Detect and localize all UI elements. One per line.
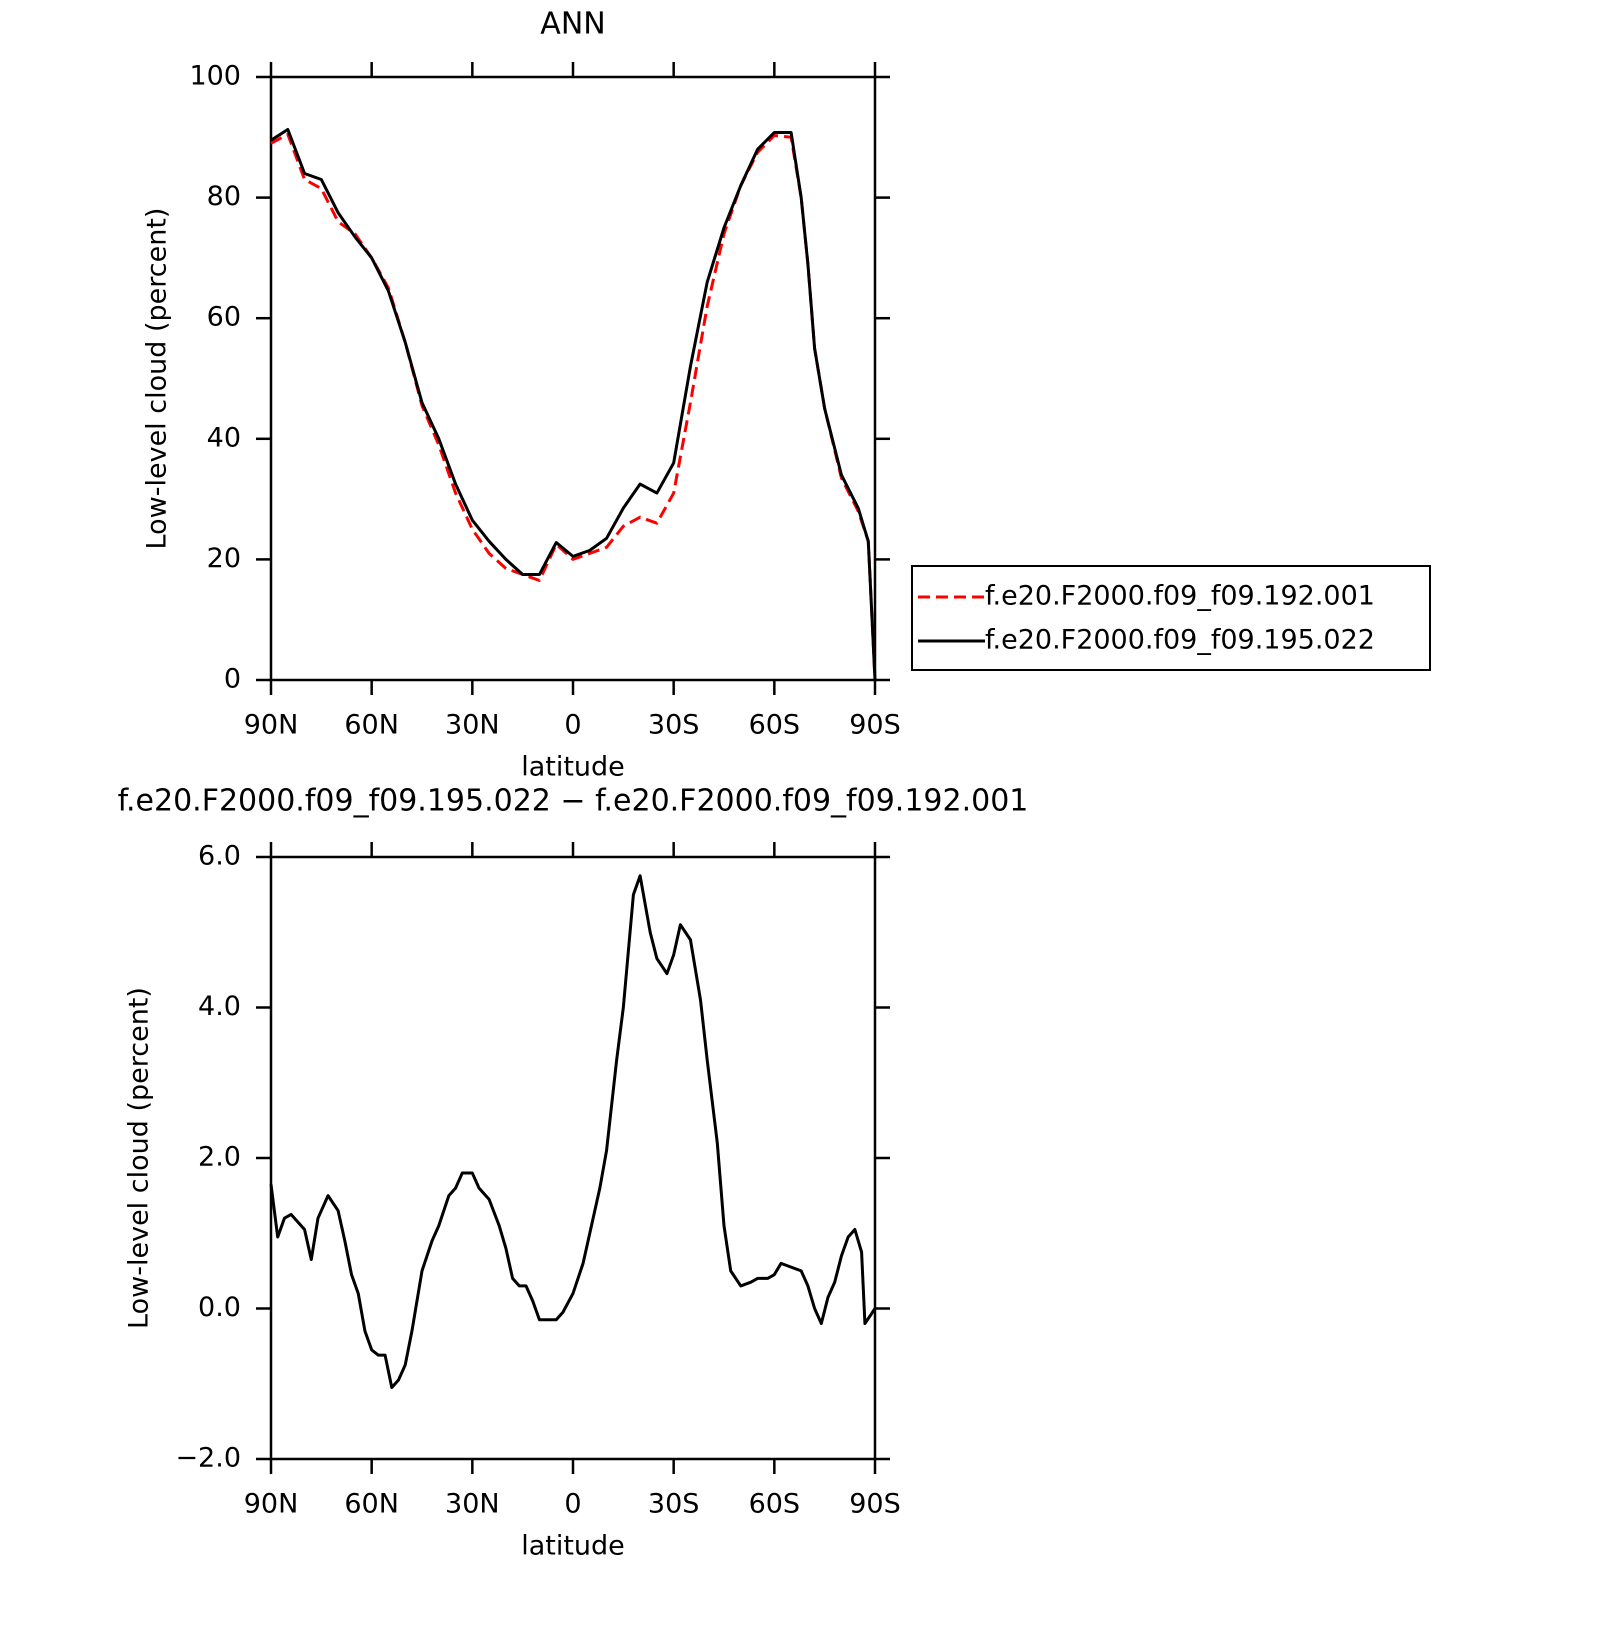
x-tick-label: 0 bbox=[564, 710, 581, 741]
legend-label: f.e20.F2000.f09_f09.195.022 bbox=[985, 625, 1375, 656]
x-tick-label: 90N bbox=[244, 710, 299, 741]
y-tick-label: 0 bbox=[224, 664, 241, 695]
data-line bbox=[269, 874, 877, 1390]
y-axis-label: Low-level cloud (percent) bbox=[142, 208, 173, 550]
x-tick-label: 60N bbox=[344, 1489, 399, 1520]
x-tick-label: 90S bbox=[849, 710, 901, 741]
plot-frame bbox=[269, 855, 877, 1461]
x-tick-label: 90S bbox=[849, 1489, 901, 1520]
x-tick-label: 90N bbox=[244, 1489, 299, 1520]
y-tick-label: 0.0 bbox=[198, 1292, 241, 1323]
x-tick-label: 30S bbox=[648, 1489, 700, 1520]
data-line bbox=[270, 132, 877, 681]
y-tick-label: 60 bbox=[207, 302, 241, 333]
y-axis-label: Low-level cloud (percent) bbox=[124, 987, 155, 1329]
x-tick-label: 60S bbox=[749, 710, 801, 741]
y-tick-label: 4.0 bbox=[198, 991, 241, 1022]
x-tick-label: 60N bbox=[344, 710, 399, 741]
plot-frame bbox=[269, 75, 877, 682]
legend-box bbox=[911, 565, 1431, 671]
chart-title: f.e20.F2000.f09_f09.195.022 − f.e20.F200… bbox=[118, 784, 1029, 819]
data-line bbox=[270, 127, 877, 681]
legend-label: f.e20.F2000.f09_f09.192.001 bbox=[985, 581, 1375, 612]
x-tick-label: 30N bbox=[445, 710, 500, 741]
x-axis-label: latitude bbox=[521, 752, 625, 783]
chart-title: ANN bbox=[540, 7, 605, 42]
x-tick-label: 30S bbox=[648, 710, 700, 741]
y-tick-label: 6.0 bbox=[198, 841, 241, 872]
y-tick-label: −2.0 bbox=[175, 1443, 241, 1474]
x-tick-label: 60S bbox=[749, 1489, 801, 1520]
y-tick-label: 20 bbox=[207, 543, 241, 574]
y-tick-label: 80 bbox=[207, 181, 241, 212]
y-tick-label: 2.0 bbox=[198, 1142, 241, 1173]
x-tick-label: 0 bbox=[564, 1489, 581, 1520]
y-tick-label: 40 bbox=[207, 422, 241, 453]
x-axis-label: latitude bbox=[521, 1531, 625, 1562]
x-tick-label: 30N bbox=[445, 1489, 500, 1520]
y-tick-label: 100 bbox=[189, 61, 241, 92]
